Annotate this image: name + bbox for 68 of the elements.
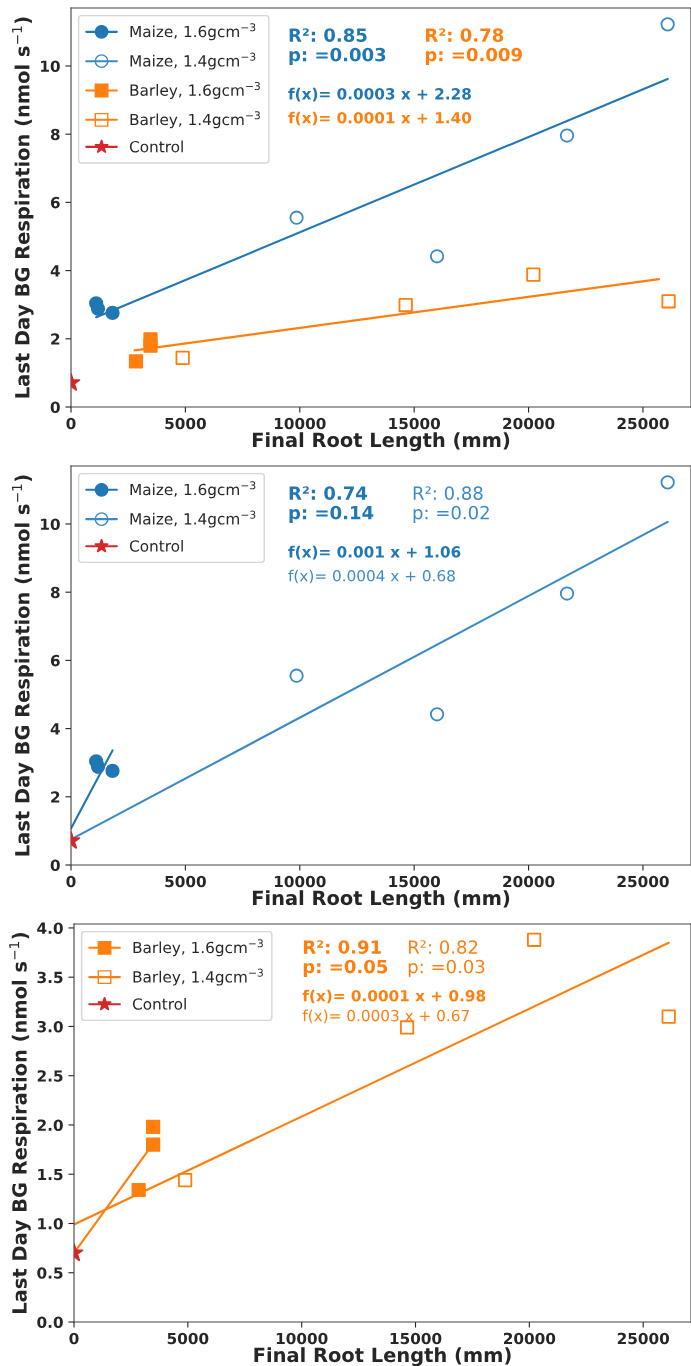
y-tick-label: 4 <box>50 723 60 735</box>
legend-label: Maize, 1.6gcm$^{−3}$ <box>130 481 256 499</box>
x-tick-label: 5000 <box>165 417 206 430</box>
y-tick-label: 3.5 <box>37 971 63 984</box>
annotation: R²: 0.91 p: =0.05 <box>303 940 388 977</box>
annotation: f(x)= 0.0003 x + 2.28 <box>288 87 471 102</box>
annotation: R²: 0.85 p: =0.003 <box>289 28 386 65</box>
y-tick-label: 2 <box>51 333 60 345</box>
y-tick-label: 10 <box>41 60 60 72</box>
x-tick-label: 25000 <box>617 1332 670 1345</box>
annotation: R²: 0.78 p: =0.009 <box>425 28 522 65</box>
annotation: f(x)= 0.0004 x + 0.68 <box>288 569 455 584</box>
legend-label: Barley, 1.6gcm$^{−3}$ <box>133 939 263 957</box>
annotation: R²: 0.74 p: =0.14 <box>289 486 374 523</box>
y-tick-label: 2 <box>51 791 60 803</box>
y-tick-label: 1.0 <box>38 1217 63 1230</box>
y-tick-label: 4.0 <box>37 922 63 934</box>
x-tick-label: 15000 <box>390 1332 442 1345</box>
x-tick-label: 5000 <box>167 1332 209 1345</box>
x-tick-label: 25000 <box>617 417 669 430</box>
y-tick-label: 0 <box>50 859 60 872</box>
y-tick-label: 8 <box>50 128 60 141</box>
y-tick-label: 10 <box>41 518 60 530</box>
y-tick-label: 6 <box>50 654 60 667</box>
y-axis-title: Last Day BG Respiration (nmol s$^{−1}$) <box>11 475 34 856</box>
x-tick-label: 25000 <box>617 875 669 888</box>
x-tick-label: 0 <box>66 875 76 888</box>
annotation: f(x)= 0.001 x + 1.06 <box>288 545 461 560</box>
x-axis-title: Final Root Length (mm) <box>252 432 510 452</box>
annotation: f(x)= 0.0003 x + 0.67 <box>302 1009 469 1024</box>
y-axis-title: Last Day BG Respiration (nmol s$^{−1}$) <box>11 17 34 398</box>
x-tick-label: 20000 <box>503 875 555 888</box>
legend-label: Barley, 1.4gcm$^{−3}$ <box>130 111 260 129</box>
x-axis-title: Final Root Length (mm) <box>254 1347 511 1366</box>
legend-label: Maize, 1.4gcm$^{−3}$ <box>130 52 256 70</box>
annotation: R²: 0.88 p: =0.02 <box>413 486 489 523</box>
x-tick-label: 0 <box>66 417 76 430</box>
x-tick-label: 0 <box>69 1332 79 1345</box>
x-tick-label: 15000 <box>389 417 441 430</box>
annotation: f(x)= 0.0001 x + 1.40 <box>288 111 472 126</box>
x-axis-title: Final Root Length (mm) <box>252 890 510 910</box>
legend-label: Control <box>129 539 183 552</box>
y-tick-label: 6 <box>50 196 60 209</box>
legend-label: Control <box>132 997 186 1010</box>
y-tick-label: 0 <box>50 401 60 414</box>
y-tick-label: 1.5 <box>38 1168 63 1181</box>
x-tick-label: 10000 <box>274 417 326 430</box>
y-tick-label: 3.0 <box>37 1020 63 1033</box>
y-tick-label: 0.5 <box>37 1267 63 1279</box>
x-tick-label: 20000 <box>503 1332 556 1345</box>
x-tick-label: 10000 <box>274 875 326 888</box>
legend-label: Barley, 1.4gcm$^{−3}$ <box>133 968 263 986</box>
x-tick-label: 20000 <box>503 417 555 430</box>
legend-label: Maize, 1.6gcm$^{−3}$ <box>130 23 256 41</box>
y-axis-title: Last Day BG Respiration (nmol s$^{−1}$) <box>9 933 31 1313</box>
y-tick-label: 4 <box>50 265 60 277</box>
annotation: f(x)= 0.0001 x + 0.98 <box>302 989 486 1004</box>
y-tick-label: 0.0 <box>37 1316 63 1329</box>
annotation: R²: 0.82 p: =0.03 <box>408 940 485 977</box>
x-tick-label: 15000 <box>389 875 441 888</box>
y-tick-label: 8 <box>50 586 60 599</box>
x-tick-label: 5000 <box>165 875 206 888</box>
legend-label: Maize, 1.4gcm$^{−3}$ <box>130 510 256 528</box>
y-tick-label: 2.5 <box>37 1070 63 1082</box>
x-tick-label: 10000 <box>276 1332 328 1345</box>
legend-label: Control <box>129 140 183 153</box>
y-tick-label: 2.0 <box>37 1119 63 1131</box>
legend-label: Barley, 1.6gcm$^{−3}$ <box>130 81 260 99</box>
